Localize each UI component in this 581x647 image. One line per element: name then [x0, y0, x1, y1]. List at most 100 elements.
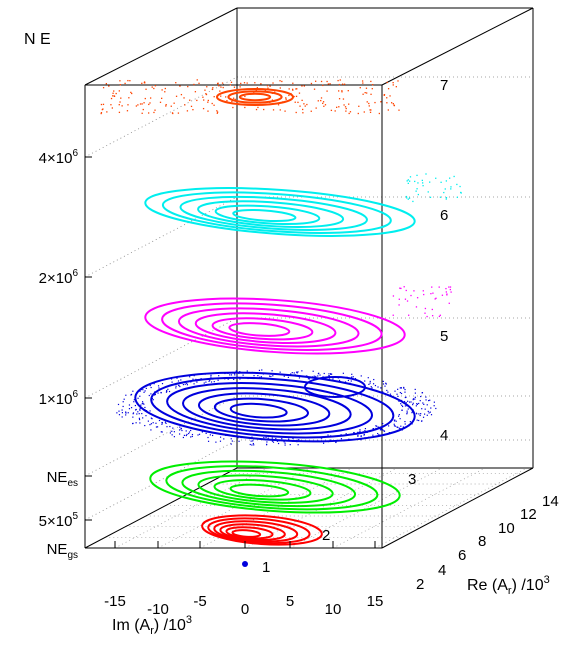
scatter-dot [386, 389, 388, 392]
grid-line [84, 196, 238, 278]
scatter-dot [399, 287, 401, 289]
scatter-dot [448, 177, 451, 179]
scatter-dot [406, 180, 408, 182]
scatter-dot [118, 90, 120, 92]
scatter-dot [338, 106, 340, 108]
scatter-dot [155, 422, 157, 424]
scatter-dot [362, 82, 364, 84]
scatter-dot [271, 370, 273, 372]
orbit-ring [229, 483, 290, 498]
scatter-dot [205, 93, 208, 96]
scatter-dot [236, 374, 238, 377]
scatter-dot [351, 376, 353, 378]
scatter-dot [306, 375, 308, 377]
scatter-dot [397, 426, 399, 428]
scatter-dot [161, 431, 163, 433]
level-1: 1 [242, 559, 270, 576]
scatter-dot [397, 415, 400, 417]
scatter-dot [194, 91, 197, 93]
scatter-dot [115, 92, 117, 95]
scatter-dot [230, 374, 233, 376]
scatter-dot [172, 427, 174, 429]
scatter-dot [161, 89, 163, 91]
scatter-dot [225, 372, 227, 374]
scatter-dot [383, 94, 385, 96]
scatter-dot [421, 420, 423, 422]
scatter-dot [154, 85, 157, 87]
scatter-dot [408, 314, 410, 316]
scatter-dot [344, 106, 347, 108]
scatter-dot [392, 295, 395, 297]
scatter-dot [322, 101, 325, 103]
scatter-dot [368, 436, 370, 438]
scatter-dot [402, 426, 405, 428]
scatter-dot [278, 440, 280, 442]
scatter-dot [189, 376, 191, 378]
box-edge [84, 7, 238, 86]
x-tick-label: -15 [104, 593, 126, 610]
scatter-dot [369, 109, 371, 111]
scatter-dot [401, 404, 403, 406]
scatter-dot [433, 401, 435, 403]
scatter-dot [167, 388, 169, 390]
scatter-dot [429, 399, 431, 401]
scatter-dot [377, 426, 379, 428]
scatter-dot [142, 108, 144, 111]
orbit-ring [165, 465, 379, 511]
scatter-dot [445, 287, 447, 290]
scatter-dot [374, 384, 377, 387]
scatter-dot [359, 87, 361, 89]
scatter-dot [406, 197, 408, 199]
scatter-dot [431, 286, 433, 288]
scatter-dot [399, 428, 401, 430]
scatter-dot [193, 83, 195, 86]
scatter-dot [307, 378, 309, 380]
scatter-dot [313, 88, 316, 90]
scatter-dot [435, 297, 437, 299]
scatter-dot [417, 182, 419, 184]
scatter-dot [379, 429, 382, 431]
scatter-dot [416, 403, 418, 405]
scatter-dot [397, 80, 399, 82]
scatter-dot [205, 432, 207, 435]
scatter-dot [190, 381, 192, 383]
scatter-dot [301, 370, 303, 372]
scatter-dot [143, 403, 145, 405]
scatter-dot [386, 102, 388, 104]
scatter-dot [360, 375, 362, 377]
scatter-dot [358, 105, 360, 107]
scatter-dot [237, 437, 239, 439]
scatter-dot [293, 375, 295, 377]
scatter-dot [427, 410, 429, 412]
scatter-dot [149, 102, 151, 104]
scatter-dot [240, 82, 242, 85]
scatter-dot [412, 402, 414, 404]
grid-line [244, 467, 398, 549]
scatter-dot [404, 405, 407, 407]
scatter-dot [335, 440, 337, 443]
scatter-dot [224, 372, 226, 375]
grid-line [84, 76, 238, 158]
scatter-dot [141, 112, 143, 114]
scatter-dot [411, 410, 414, 413]
scatter-dot [272, 109, 275, 111]
z-tick-label: 4×106 [39, 148, 79, 167]
scatter-dot [169, 425, 171, 428]
scatter-dot [449, 286, 452, 288]
scatter-dot [400, 387, 402, 389]
scatter-dot [232, 106, 234, 109]
scatter-dot [166, 426, 168, 428]
scatter-dot [170, 105, 172, 107]
z-tick-label: NEgs [47, 541, 78, 561]
scatter-dot [323, 372, 325, 375]
scatter-dot [348, 103, 350, 105]
scatter-dot [406, 405, 408, 407]
scatter-dot [291, 88, 294, 90]
x-tick-label: 5 [286, 593, 294, 610]
scatter-dot [207, 436, 209, 439]
scatter-dot [137, 411, 139, 413]
scatter-dot [401, 401, 404, 403]
scatter-dot [139, 409, 141, 411]
scatter-dot [322, 442, 325, 444]
scatter-dot [257, 375, 259, 377]
